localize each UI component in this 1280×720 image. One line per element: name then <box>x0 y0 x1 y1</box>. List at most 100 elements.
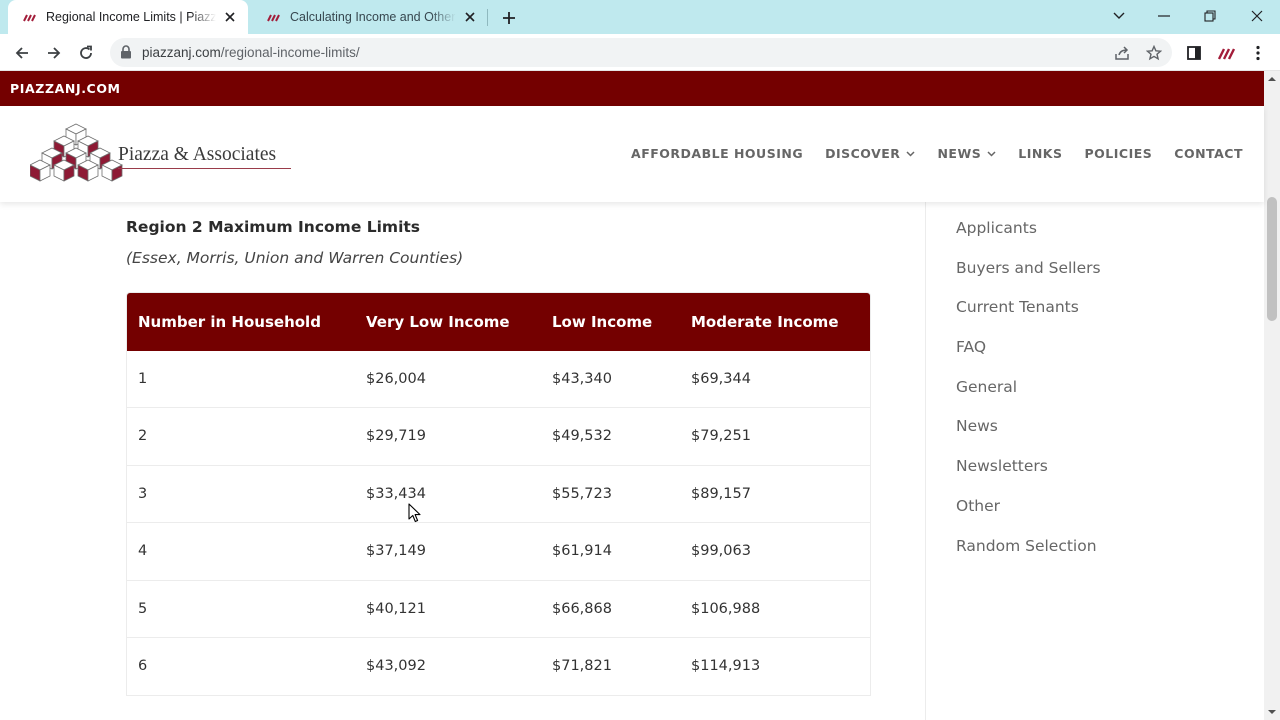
browser-tab-strip: Regional Income Limits | Piazza & Associ… <box>0 0 1280 34</box>
site-brand-link[interactable]: PIAZZANJ.COM <box>10 81 121 96</box>
table-cell: $66,868 <box>552 600 612 617</box>
tab-title: Calculating Income and Other Policies <box>290 10 456 24</box>
sidebar-category-link[interactable]: Random Selection <box>956 536 1097 555</box>
profile-avatar-icon[interactable] <box>1213 40 1239 66</box>
region-subtitle: (Essex, Morris, Union and Warren Countie… <box>126 249 464 267</box>
table-header-row: Number in Household Very Low Income Low … <box>127 293 870 351</box>
table-cell: $89,157 <box>691 485 751 502</box>
scroll-up-arrow-icon[interactable] <box>1268 75 1276 83</box>
lock-icon[interactable] <box>120 45 132 59</box>
close-window-icon[interactable] <box>1245 5 1269 27</box>
sidebar-category-link[interactable]: Other <box>956 496 1001 515</box>
region-title: Region 2 Maximum Income Limits <box>126 218 421 236</box>
table-cell: $69,344 <box>691 371 751 387</box>
table-cell: $33,434 <box>366 485 426 502</box>
site-header: Piazza & Associates AFFORDABLE HOUSING D… <box>0 106 1264 202</box>
table-cell: 4 <box>138 543 148 560</box>
close-tab-icon[interactable] <box>462 9 478 25</box>
browser-toolbar: piazzanj.com/regional-income-limits/ <box>0 34 1280 71</box>
table-row: 6 $43,092 $71,821 $114,913 <box>127 638 870 695</box>
table-header-cell: Very Low Income <box>366 313 510 331</box>
share-icon[interactable] <box>1113 44 1131 62</box>
table-header-cell: Low Income <box>552 313 653 331</box>
browser-tab-active[interactable]: Regional Income Limits | Piazza & Associ… <box>8 0 248 34</box>
nav-links[interactable]: LINKS <box>1018 146 1062 161</box>
reload-icon[interactable] <box>73 40 99 66</box>
table-cell: $79,251 <box>691 428 751 445</box>
main-content: Region 2 Maximum Income Limits (Essex, M… <box>0 202 1264 720</box>
back-arrow-icon[interactable] <box>9 40 35 66</box>
address-bar[interactable]: piazzanj.com/regional-income-limits/ <box>110 38 1172 67</box>
table-cell: $99,063 <box>691 543 751 560</box>
scroll-down-arrow-icon[interactable] <box>1268 708 1276 716</box>
page-scrollbar[interactable] <box>1264 71 1280 720</box>
table-cell: $43,340 <box>552 371 612 387</box>
table-cell: 5 <box>138 600 148 617</box>
nav-label: POLICIES <box>1084 146 1153 161</box>
nav-label: AFFORDABLE HOUSING <box>631 146 804 161</box>
site-top-bar: PIAZZANJ.COM <box>0 71 1264 106</box>
restore-icon[interactable] <box>1198 5 1222 27</box>
table-cell: $37,149 <box>366 543 426 560</box>
sidebar-category-link[interactable]: FAQ <box>956 338 987 357</box>
site-favicon-icon <box>23 14 36 22</box>
income-limits-table: Number in Household Very Low Income Low … <box>126 292 871 697</box>
minimize-icon[interactable] <box>1152 5 1176 27</box>
url-text[interactable]: piazzanj.com/regional-income-limits/ <box>142 45 360 60</box>
mouse-cursor-icon <box>408 503 421 523</box>
sidebar-category-link[interactable]: Current Tenants <box>956 298 1079 317</box>
browser-tab-inactive[interactable]: Calculating Income and Other Policies <box>252 0 488 34</box>
tab-search-chevron-down-icon[interactable] <box>1107 5 1131 27</box>
table-cell: $49,532 <box>552 428 612 445</box>
forward-arrow-icon[interactable] <box>41 40 67 66</box>
url-domain: piazzanj.com <box>142 45 221 60</box>
table-cell: $43,092 <box>366 657 426 674</box>
url-path: /regional-income-limits/ <box>220 45 360 60</box>
nav-label: DISCOVER <box>825 146 901 161</box>
nav-affordable-housing[interactable]: AFFORDABLE HOUSING <box>631 146 803 161</box>
sidebar-category-link[interactable]: Buyers and Sellers <box>956 258 1101 277</box>
bookmark-star-icon[interactable] <box>1145 44 1163 62</box>
table-cell: $55,723 <box>552 485 612 502</box>
table-cell: $40,121 <box>366 600 426 617</box>
nav-discover[interactable]: DISCOVER <box>825 146 915 161</box>
sidebar-divider <box>925 202 926 720</box>
sidebar-category-link[interactable]: Applicants <box>956 219 1037 237</box>
logo-text[interactable]: Piazza & Associates <box>118 144 277 165</box>
nav-news[interactable]: NEWS <box>937 146 996 161</box>
logo-cubes-icon[interactable] <box>30 122 130 188</box>
table-row: 4 $37,149 $61,914 $99,063 <box>127 523 870 581</box>
nav-label: LINKS <box>1018 146 1063 161</box>
nav-label: CONTACT <box>1174 146 1243 161</box>
tab-title: Regional Income Limits | Piazza & Associ… <box>46 10 216 24</box>
table-cell: $61,914 <box>552 543 612 560</box>
site-favicon-icon <box>267 14 280 22</box>
side-panel-icon[interactable] <box>1181 40 1207 66</box>
table-cell: $26,004 <box>366 371 426 387</box>
sidebar-category-link[interactable]: General <box>956 377 1018 396</box>
scrollbar-thumb[interactable] <box>1267 197 1277 321</box>
chevron-down-icon <box>906 150 915 157</box>
close-tab-icon[interactable] <box>222 9 238 25</box>
table-cell: $29,719 <box>366 428 426 445</box>
table-cell: 1 <box>138 371 148 387</box>
logo-underline <box>118 168 291 169</box>
sidebar-category-link[interactable]: Newsletters <box>956 457 1048 476</box>
table-header-cell: Number in Household <box>138 313 321 331</box>
table-cell: $106,988 <box>691 600 761 617</box>
nav-contact[interactable]: CONTACT <box>1174 146 1243 161</box>
chevron-down-icon <box>987 150 996 157</box>
sidebar-category-link[interactable]: News <box>956 417 998 436</box>
table-row: 5 $40,121 $66,868 $106,988 <box>127 581 870 638</box>
table-row: 3 $33,434 $55,723 $89,157 <box>127 466 870 524</box>
nav-label: NEWS <box>937 146 982 161</box>
browser-menu-icon[interactable] <box>1245 40 1271 66</box>
sidebar-category-list: Applicants Buyers and Sellers Current Te… <box>956 219 1101 576</box>
nav-policies[interactable]: POLICIES <box>1085 146 1153 161</box>
new-tab-plus-icon[interactable] <box>498 7 520 29</box>
table-cell: 3 <box>138 485 148 502</box>
table-row: 1 $26,004 $43,340 $69,344 <box>127 351 870 409</box>
table-row: 2 $29,719 $49,532 $79,251 <box>127 408 870 466</box>
main-nav: AFFORDABLE HOUSING DISCOVER NEWS LINKS P… <box>609 146 1243 161</box>
table-cell: 6 <box>138 657 148 674</box>
